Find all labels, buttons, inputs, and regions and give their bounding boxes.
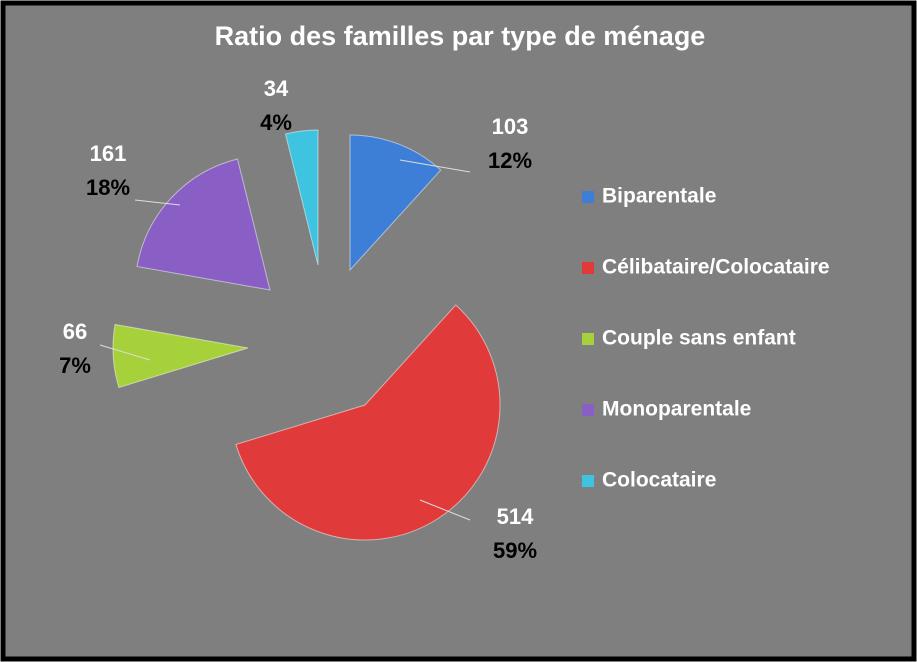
data-label: 161 <box>90 141 127 166</box>
legend-label: Monoparentale <box>602 398 751 421</box>
leader-line <box>99 344 151 361</box>
legend-label: Colocataire <box>602 469 716 492</box>
data-label: 514 <box>497 504 534 529</box>
percent-label: 18% <box>86 175 130 200</box>
percent-label: 12% <box>488 148 532 173</box>
data-label: 34 <box>264 76 289 101</box>
pie-slice <box>284 129 319 266</box>
legend-swatch <box>582 404 594 416</box>
legend-swatch <box>582 333 594 345</box>
pie-slice <box>112 323 249 389</box>
legend-label: Couple sans enfant <box>602 327 796 350</box>
leader-line <box>399 159 471 173</box>
legend-label: Biparentale <box>602 185 716 208</box>
data-label: 66 <box>63 319 87 344</box>
percent-label: 59% <box>493 538 537 563</box>
pie-slice <box>235 304 501 541</box>
legend-swatch <box>582 262 594 274</box>
pie-slice <box>349 134 442 272</box>
legend-swatch <box>582 191 594 203</box>
leader-line <box>134 199 181 206</box>
legend-label: Célibataire/Colocataire <box>602 256 830 279</box>
data-label: 103 <box>492 114 529 139</box>
leader-line <box>419 499 471 521</box>
legend-swatch <box>582 475 594 487</box>
pie-slice <box>136 158 271 291</box>
chart-title: Ratio des familles par type de ménage <box>215 21 706 51</box>
percent-label: 4% <box>260 110 292 135</box>
percent-label: 7% <box>59 353 91 378</box>
